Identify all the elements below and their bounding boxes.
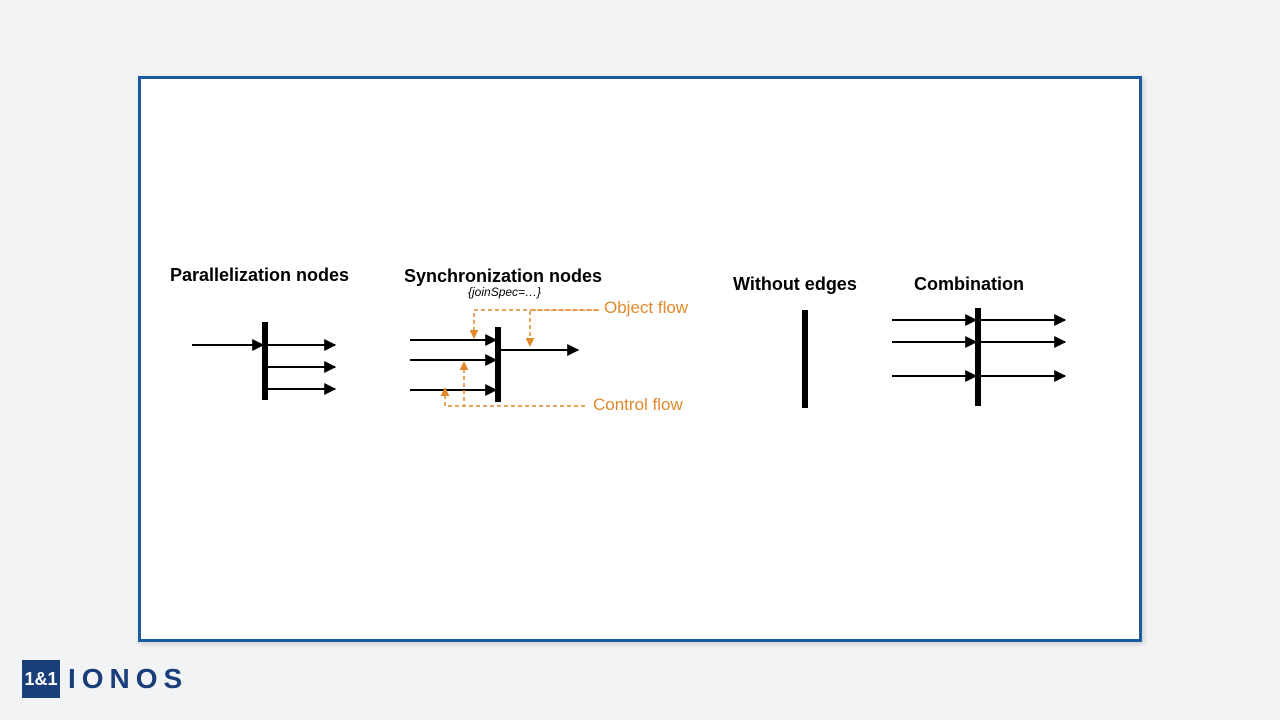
logo-wordmark: IONOS [68,663,188,695]
svg-text:Parallelization nodes: Parallelization nodes [170,265,349,285]
brand-logo: 1&1 IONOS [22,660,188,698]
svg-text:Combination: Combination [914,274,1024,294]
logo-badge-text: 1&1 [24,669,57,690]
svg-text:Without edges: Without edges [733,274,857,294]
logo-badge: 1&1 [22,660,60,698]
svg-text:Control flow: Control flow [593,395,683,414]
svg-text:Synchronization nodes: Synchronization nodes [404,266,602,286]
diagram-canvas: Parallelization nodes Synchronization nod… [0,0,1280,720]
svg-text:Object flow: Object flow [604,298,689,317]
svg-text:{joinSpec=…}: {joinSpec=…} [468,285,541,299]
